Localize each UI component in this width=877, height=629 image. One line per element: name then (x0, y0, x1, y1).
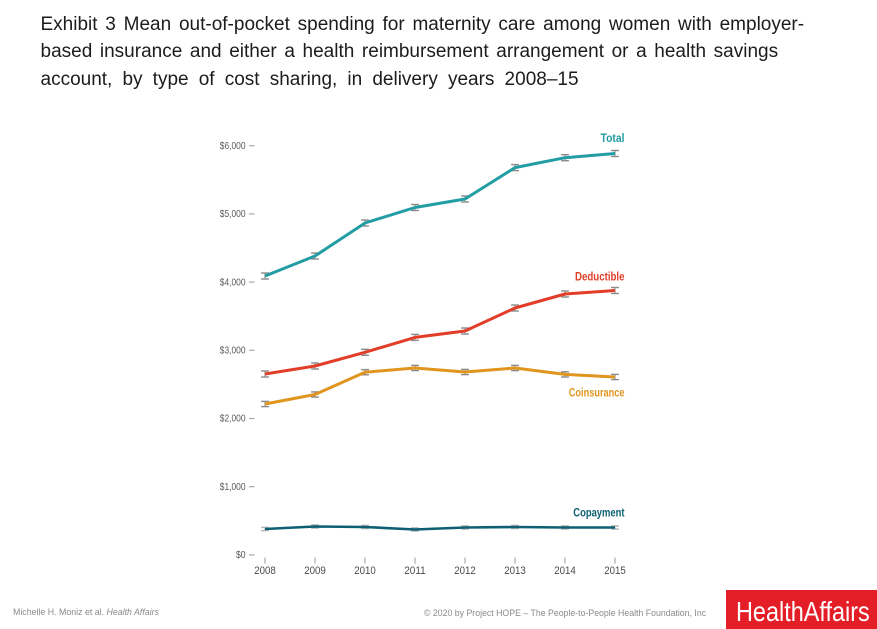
svg-text:2009: 2009 (304, 565, 326, 577)
svg-text:$6,000: $6,000 (220, 141, 246, 152)
svg-text:Total: Total (601, 133, 625, 145)
svg-text:Coinsurance: Coinsurance (569, 387, 625, 399)
svg-text:$3,000: $3,000 (220, 346, 246, 357)
svg-text:Deductible: Deductible (575, 271, 625, 283)
svg-text:$1,000: $1,000 (220, 482, 246, 493)
svg-text:2012: 2012 (454, 565, 476, 577)
svg-text:Copayment: Copayment (573, 507, 624, 519)
svg-text:2014: 2014 (554, 565, 576, 577)
svg-text:$2,000: $2,000 (220, 414, 246, 425)
svg-text:$5,000: $5,000 (220, 209, 246, 220)
svg-text:2011: 2011 (404, 565, 426, 577)
svg-text:2015: 2015 (604, 565, 626, 577)
svg-text:2013: 2013 (504, 565, 526, 577)
svg-text:2008: 2008 (254, 565, 276, 577)
svg-text:2010: 2010 (354, 565, 376, 577)
svg-text:$4,000: $4,000 (220, 277, 246, 288)
svg-text:$0: $0 (236, 550, 246, 561)
